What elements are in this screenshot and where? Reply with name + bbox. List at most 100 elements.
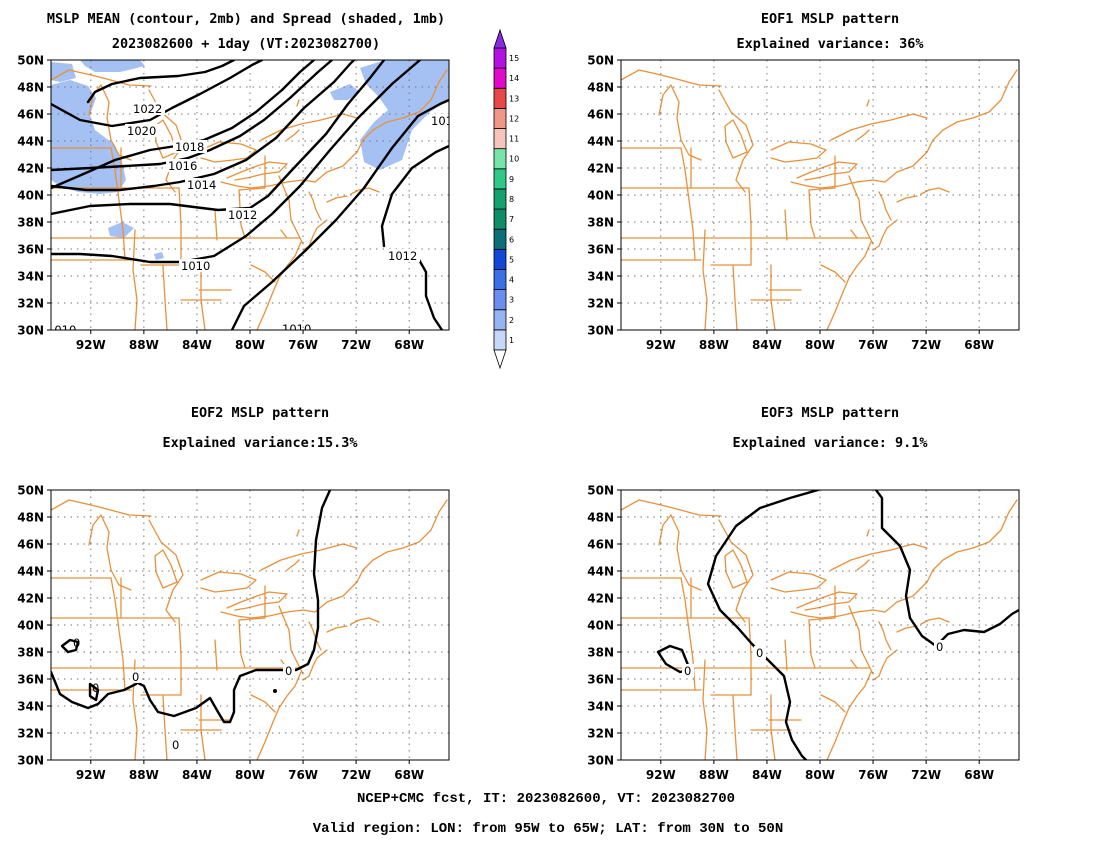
map-boundary-line bbox=[356, 69, 448, 153]
colorbar-label: 4 bbox=[509, 276, 514, 285]
map-boundary-line bbox=[200, 141, 257, 163]
colorbar-box bbox=[493, 269, 507, 291]
map-boundary-line bbox=[826, 241, 872, 330]
lat-tick-label: 46N bbox=[587, 538, 614, 552]
lat-tick-label: 36N bbox=[587, 243, 614, 257]
map-boundary-line bbox=[220, 151, 358, 189]
spread-shading bbox=[51, 60, 449, 260]
contour-label: 0 bbox=[285, 664, 292, 678]
lat-tick-label: 50N bbox=[587, 54, 614, 68]
lat-tick-label: 32N bbox=[587, 297, 614, 311]
map-boundary-line bbox=[732, 695, 738, 760]
label-bg bbox=[173, 140, 207, 153]
map-boundary-line bbox=[256, 671, 302, 760]
lat-tick-label: 32N bbox=[17, 297, 44, 311]
lon-tick-label: 76W bbox=[858, 338, 888, 352]
colorbar-lower-arrow bbox=[493, 349, 507, 370]
lat-tick-label: 30N bbox=[587, 324, 614, 338]
colorbar-label: 11 bbox=[509, 135, 519, 144]
colorbar-box bbox=[493, 87, 507, 109]
colorbar-box bbox=[493, 168, 507, 190]
map-boundary-line bbox=[178, 617, 182, 696]
lat-tick-label: 44N bbox=[587, 135, 614, 149]
lat-tick-label: 42N bbox=[17, 592, 44, 606]
map-boundary-line bbox=[820, 694, 846, 713]
colorbar-label: 14 bbox=[509, 74, 519, 83]
map-boundary-line bbox=[850, 659, 858, 669]
panel4-title: EOF3 MSLP pattern bbox=[761, 405, 899, 421]
map-boundary-line bbox=[296, 99, 300, 107]
lat-tick-label: 48N bbox=[587, 81, 614, 95]
panel2-subtitle: Explained variance: 36% bbox=[737, 36, 925, 52]
label-bg bbox=[125, 124, 159, 137]
footer-forecast-info: NCEP+CMC fcst, IT: 2023082600, VT: 20230… bbox=[357, 791, 735, 807]
colorbar-box bbox=[493, 67, 507, 89]
lat-tick-label: 48N bbox=[587, 511, 614, 525]
map-boundary-line bbox=[278, 605, 304, 675]
lat-tick-label: 38N bbox=[587, 216, 614, 230]
colorbar-label: 5 bbox=[509, 255, 514, 264]
map-boundary-line bbox=[820, 264, 846, 283]
map-boundary-line bbox=[866, 99, 870, 107]
colorbar-label: 1 bbox=[509, 336, 514, 345]
lon-tick-label: 84W bbox=[182, 768, 212, 782]
contour-label: 1014 bbox=[187, 178, 216, 192]
panel2-grid bbox=[621, 60, 1019, 330]
map-boundary-line bbox=[830, 113, 928, 141]
map-boundary-line bbox=[308, 191, 322, 221]
label-bg bbox=[682, 664, 694, 677]
colorbar-box bbox=[493, 208, 507, 230]
lat-tick-label: 50N bbox=[17, 484, 44, 498]
map-boundary-line bbox=[770, 264, 776, 330]
map-boundary-line bbox=[226, 591, 288, 611]
map-boundary-line bbox=[878, 621, 892, 651]
map-boundary-line bbox=[220, 581, 358, 619]
panel2-map: 30N 32N 34N 36N 38N 40N 42N 44N 46N 48N 50N 92W 88W 8… bbox=[587, 54, 1020, 352]
lat-tick-label: 44N bbox=[17, 565, 44, 579]
contour-label: 1010 bbox=[282, 322, 311, 336]
panel1-ticks: 30N 32N 34N 36N 38N 40N 42N 44N 46N 48N 50N 92W 88W 8… bbox=[17, 54, 424, 353]
map-boundary-line bbox=[856, 559, 870, 571]
lon-tick-label: 88W bbox=[129, 338, 159, 352]
colorbar-box bbox=[493, 188, 507, 210]
map-boundary-line bbox=[350, 617, 380, 625]
map-boundary-line bbox=[326, 625, 348, 633]
map-boundary-line bbox=[848, 175, 874, 245]
lon-tick-label: 68W bbox=[394, 768, 424, 782]
colorbar-upper-arrow bbox=[493, 28, 507, 49]
lat-tick-label: 46N bbox=[17, 108, 44, 122]
map-boundary-line bbox=[621, 69, 722, 87]
map-boundary-line bbox=[808, 617, 836, 621]
label-bg bbox=[283, 664, 295, 677]
map-boundary-line bbox=[872, 649, 898, 681]
lon-tick-label: 72W bbox=[341, 338, 371, 352]
contour-label: 1020 bbox=[127, 124, 156, 138]
map-boundary-line bbox=[732, 265, 738, 330]
eof3-contours bbox=[656, 490, 1019, 760]
colorbar-label: 6 bbox=[509, 235, 514, 244]
colorbar-box bbox=[493, 128, 507, 150]
map-boundary-line bbox=[326, 195, 348, 203]
map-boundary-line bbox=[51, 69, 152, 87]
eof2-contours bbox=[51, 490, 332, 724]
map-boundary-line bbox=[250, 694, 276, 713]
lon-tick-label: 88W bbox=[699, 768, 729, 782]
map-boundary-line bbox=[796, 591, 858, 611]
map-boundary-line bbox=[920, 187, 950, 195]
lat-tick-label: 32N bbox=[17, 727, 44, 741]
contour-label: 0 bbox=[756, 646, 763, 660]
lon-tick-label: 68W bbox=[964, 338, 994, 352]
lat-tick-label: 30N bbox=[17, 324, 44, 338]
colorbar-label: 7 bbox=[509, 215, 514, 224]
lat-tick-label: 30N bbox=[17, 754, 44, 768]
lon-tick-label: 72W bbox=[911, 768, 941, 782]
label-bg bbox=[429, 114, 449, 127]
lon-tick-label: 80W bbox=[235, 338, 265, 352]
lon-tick-label: 92W bbox=[646, 338, 676, 352]
map-boundary-line bbox=[260, 543, 358, 571]
panel3-coastlines bbox=[51, 499, 448, 760]
lat-tick-label: 42N bbox=[587, 592, 614, 606]
lat-tick-label: 40N bbox=[587, 189, 614, 203]
colorbar-label: 3 bbox=[509, 296, 514, 305]
label-bg bbox=[754, 646, 766, 659]
